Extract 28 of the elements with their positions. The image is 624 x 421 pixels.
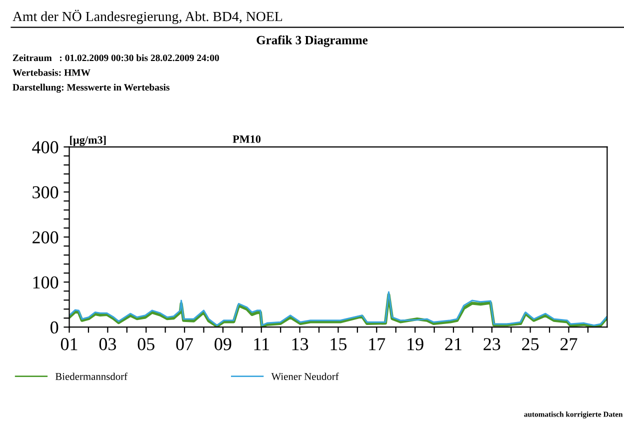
y-tick-label: 200 (32, 231, 58, 244)
x-tick-label: 13 (292, 338, 308, 350)
text: Amt der NÖ Landesregierung, Abt. BD4, NOEL (12, 10, 282, 24)
y-axis-title: [µg/m3] (70, 136, 106, 146)
x-tick-label: 21 (445, 338, 462, 350)
y-tick-label: 100 (33, 276, 58, 289)
text: Darstellung: Messwerte in Wertebasis (12, 84, 170, 93)
x-tick-label: 15 (330, 338, 347, 350)
text: Wertebasis: HMW (12, 69, 90, 76)
y-tick-label: 400 (32, 141, 58, 154)
x-tick-label: 05 (138, 338, 154, 350)
legend-label: Biedermannsdorf (56, 372, 128, 380)
x-tick-label: 01 (60, 338, 78, 350)
x-tick-label: 09 (214, 338, 232, 350)
x-tick-label: 03 (99, 338, 116, 350)
text: Zeitraum : 01.02.2009 00:30 bis 28.02.2009 24:00 (12, 54, 219, 62)
x-tick-label: 19 (408, 338, 424, 350)
x-tick-label: 07 (176, 338, 194, 350)
y-tick-label: 0 (50, 321, 58, 334)
x-tick-label: 25 (522, 338, 539, 350)
x-tick-label: 23 (484, 338, 500, 350)
chart-title: Grafik 3 Diagramme (256, 35, 368, 47)
x-tick-label: 11 (254, 338, 269, 350)
legend-label: Wiener Neudorf (271, 372, 339, 380)
chart-subtitle: PM10 (232, 135, 261, 143)
x-tick-label: 17 (369, 338, 386, 350)
x-tick-label: 27 (560, 338, 578, 350)
y-tick-label: 300 (32, 186, 58, 198)
